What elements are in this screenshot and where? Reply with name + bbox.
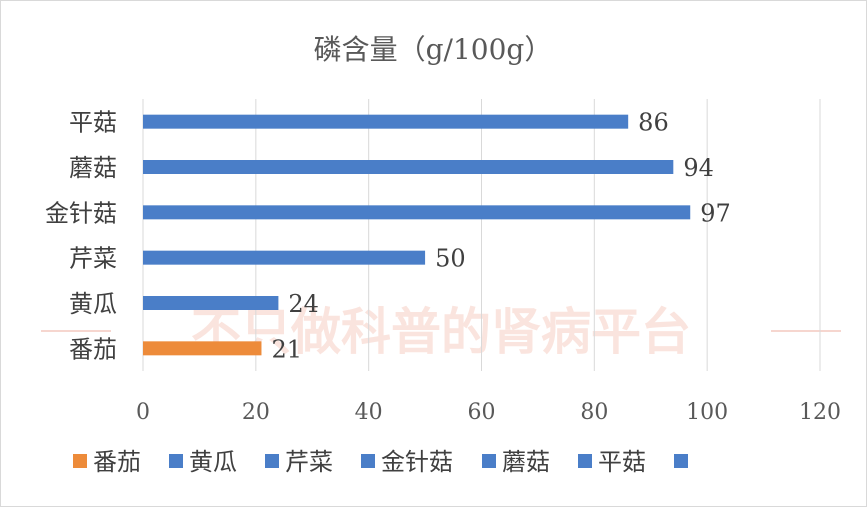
gridlines [142, 99, 821, 371]
bar-金针菇 [143, 205, 691, 220]
x-tick-label: 100 [686, 400, 728, 425]
legend-label: 芹菜 [285, 448, 333, 476]
x-tick-label: 0 [136, 400, 150, 425]
data-labels: 21 24 50 97 94 86 [271, 109, 730, 364]
data-label: 24 [288, 290, 319, 318]
legend: 番茄 黄瓜 芹菜 金针菇 蘑菇 平菇 [73, 448, 688, 476]
data-label: 50 [435, 245, 466, 273]
chart-title: 磷含量（g/100g） [314, 33, 553, 66]
data-label: 97 [700, 199, 731, 227]
legend-swatch [674, 454, 688, 468]
x-tick-label: 40 [355, 400, 383, 425]
x-tick-label: 20 [242, 400, 270, 425]
bar-黄瓜 [143, 296, 279, 310]
category-label: 黄瓜 [69, 290, 117, 318]
category-axis: 番茄 黄瓜 芹菜 金针菇 蘑菇 平菇 [45, 109, 117, 364]
category-label: 平菇 [69, 109, 117, 137]
legend-swatch [361, 454, 375, 468]
legend-swatch [578, 454, 592, 468]
data-label: 94 [683, 154, 714, 182]
legend-label: 番茄 [93, 448, 141, 476]
legend-label: 蘑菇 [502, 448, 550, 476]
legend-label: 黄瓜 [189, 448, 237, 476]
x-tick-label: 120 [799, 400, 841, 425]
data-label: 21 [271, 335, 302, 363]
x-tick-label: 80 [580, 400, 608, 425]
bars [143, 114, 691, 356]
bar-蘑菇 [143, 160, 674, 174]
category-label: 蘑菇 [69, 154, 117, 182]
category-label: 番茄 [69, 335, 117, 363]
legend-swatch [73, 454, 87, 468]
value-axis: 0 20 40 60 80 100 120 [136, 400, 841, 425]
data-label: 86 [638, 109, 669, 137]
bar-番茄 [143, 341, 262, 356]
legend-label: 金针菇 [381, 448, 453, 476]
legend-swatch [482, 454, 496, 468]
bar-平菇 [143, 114, 629, 129]
bar-芹菜 [143, 250, 426, 265]
watermark-text: 不只做科普的肾病平台 [191, 302, 691, 361]
legend-swatch [169, 454, 183, 468]
legend-label: 平菇 [598, 448, 646, 476]
category-label: 金针菇 [45, 199, 117, 227]
category-label: 芹菜 [69, 245, 117, 273]
x-tick-label: 60 [468, 400, 496, 425]
watermark: 不只做科普的肾病平台 [41, 302, 841, 361]
legend-swatch [265, 454, 279, 468]
